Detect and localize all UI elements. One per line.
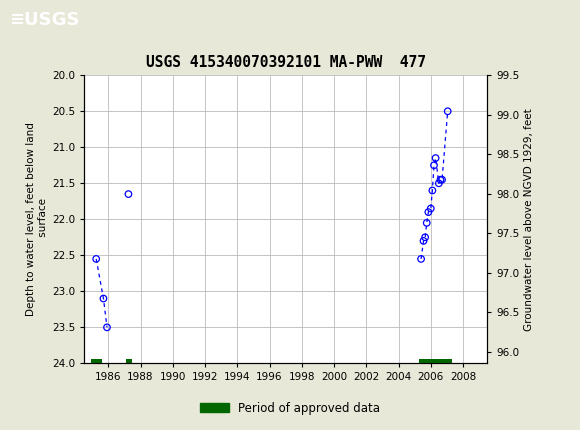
Point <box>427 187 437 194</box>
Point <box>92 255 101 262</box>
Point <box>436 176 445 183</box>
Point <box>99 295 108 302</box>
Point <box>434 180 444 187</box>
Title: USGS 415340070392101 MA-PWW  477: USGS 415340070392101 MA-PWW 477 <box>146 55 426 70</box>
Point <box>443 108 452 115</box>
Point <box>419 237 428 244</box>
Point <box>102 324 111 331</box>
Bar <box>419 359 452 363</box>
Y-axis label: Depth to water level, feet below land
 surface: Depth to water level, feet below land su… <box>26 123 48 316</box>
Bar <box>126 359 132 363</box>
Bar <box>91 359 102 363</box>
Point <box>420 234 430 241</box>
Point <box>429 162 438 169</box>
Point <box>426 205 436 212</box>
Point <box>124 190 133 197</box>
Point <box>422 219 432 226</box>
Text: ≡USGS: ≡USGS <box>9 12 79 29</box>
Point <box>437 176 447 183</box>
Legend: Period of approved data: Period of approved data <box>195 397 385 420</box>
Point <box>431 155 440 162</box>
Y-axis label: Groundwater level above NGVD 1929, feet: Groundwater level above NGVD 1929, feet <box>524 108 534 331</box>
Point <box>416 255 426 262</box>
Point <box>424 209 433 215</box>
